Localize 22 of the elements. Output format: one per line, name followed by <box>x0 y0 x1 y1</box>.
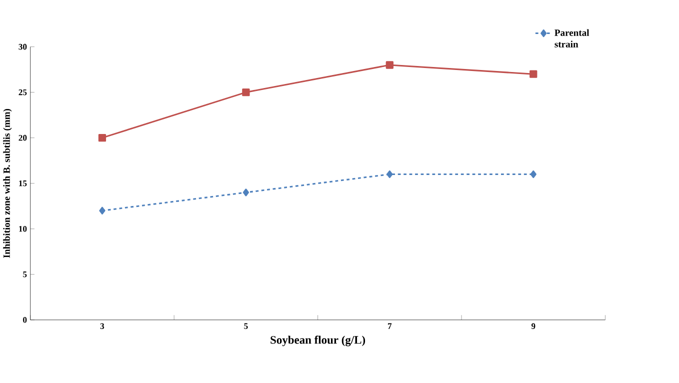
y-tick-label: 30 <box>18 44 27 50</box>
point <box>98 134 106 142</box>
y-tick-label: 10 <box>19 226 27 232</box>
y-tick-label: 20 <box>18 134 27 141</box>
y-axis-title: Inhibition zone with B. subtilis (mm) <box>3 108 12 258</box>
point <box>242 188 249 196</box>
x-tick-label: 7 <box>388 323 392 329</box>
point <box>386 61 394 69</box>
x-tick-label: 3 <box>100 323 104 330</box>
legend-label: Parental strain <box>554 29 590 48</box>
point <box>99 206 106 215</box>
y-tick-label: 25 <box>18 89 27 96</box>
point <box>530 170 536 178</box>
point <box>242 88 250 96</box>
y-tick-label: 5 <box>23 272 27 278</box>
point <box>386 170 393 178</box>
x-tick-label: 9 <box>531 323 536 330</box>
point <box>530 70 538 78</box>
y-tick-label: 15 <box>19 180 27 186</box>
x-axis-title: Soybean flour (g/L) <box>270 336 366 346</box>
y-tick-label: 0 <box>23 317 27 323</box>
x-tick-label: 5 <box>244 323 248 330</box>
